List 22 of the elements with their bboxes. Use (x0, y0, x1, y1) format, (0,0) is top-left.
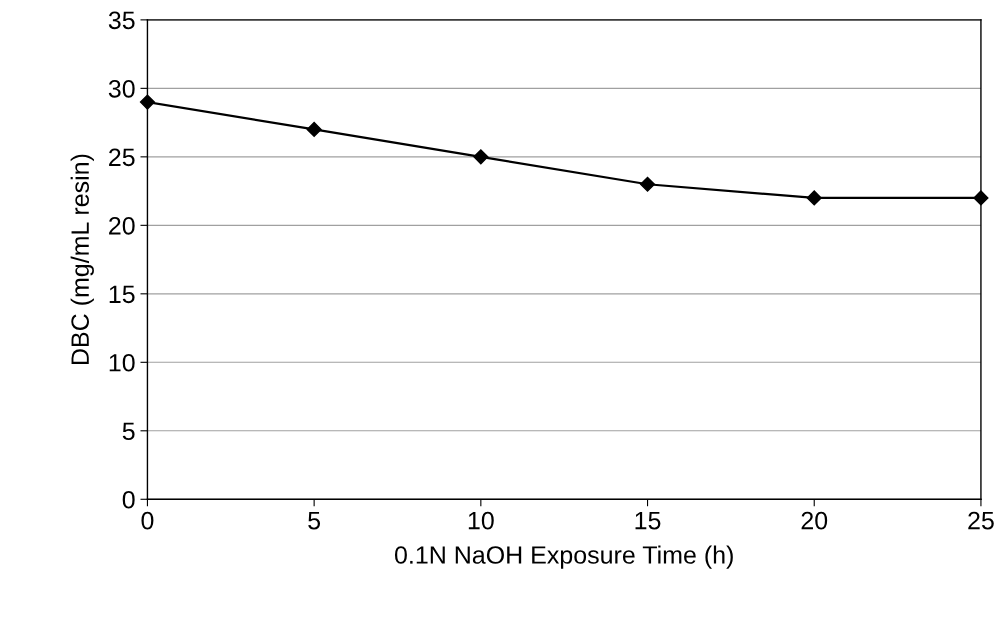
y-tick-label: 5 (122, 422, 135, 441)
point (306, 121, 322, 138)
y-axis-title: DBC (mg/mL resin) (70, 154, 94, 365)
point (473, 149, 489, 165)
y-tick-label: 20 (109, 216, 135, 235)
x-tick-label: 5 (308, 512, 321, 530)
point (639, 176, 656, 192)
x-tick-label: 10 (468, 511, 494, 530)
y-tick-label: 25 (109, 148, 135, 167)
x-tick-label: 20 (801, 511, 828, 530)
x-axis-title: 0.1N NaOH Exposure Time (h) (394, 545, 733, 569)
y-tick-label: 15 (109, 285, 135, 304)
x-tick-label: 15 (635, 512, 661, 530)
y-tick-label: 0 (122, 490, 135, 509)
y-tick-label: 30 (108, 79, 135, 98)
x-tick-label: 25 (968, 511, 994, 530)
y-tick-label: 35 (108, 11, 135, 30)
point (973, 190, 989, 206)
point (139, 94, 156, 110)
y-tick-label: 10 (109, 353, 135, 372)
point (806, 190, 822, 206)
x-tick-label: 0 (141, 511, 154, 530)
